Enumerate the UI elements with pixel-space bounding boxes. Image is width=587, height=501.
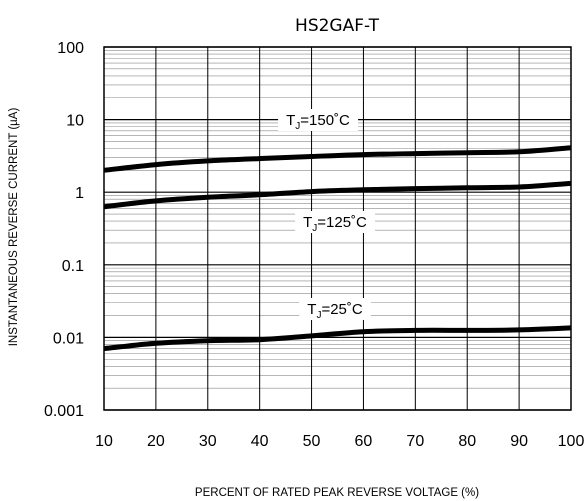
x-tick-label: 50 <box>303 433 321 450</box>
series-label-rest: =25˚C <box>321 301 362 318</box>
series-label-rest: =125˚C <box>317 214 367 231</box>
x-tick-label: 100 <box>558 433 585 450</box>
x-tick-label: 70 <box>406 433 424 450</box>
y-axis-label: INSTANTANEOUS REVERSE CURRENT (µA) <box>8 108 20 347</box>
x-tick-label: 30 <box>199 433 217 450</box>
series-label-background <box>295 211 376 233</box>
series-label-main: T <box>303 214 312 231</box>
tick-labels: 10 20 30 40 50 60 70 80 90 100 0.001 0.01 0.1 1 10 100 <box>44 40 584 450</box>
y-tick-label: 0.001 <box>44 403 84 420</box>
series-label-subscript: J <box>312 223 317 234</box>
y-tick-label: 0.1 <box>62 258 84 275</box>
series-label-text: TJ=125˚C <box>303 214 367 234</box>
series-lines <box>103 145 572 352</box>
grid <box>103 46 572 411</box>
series-label-main: T <box>286 112 295 129</box>
series-line-1 <box>103 180 572 210</box>
x-tick-label: 60 <box>355 433 373 450</box>
series-label-rest: =150˚C <box>300 112 350 129</box>
series-line-0 <box>103 145 572 173</box>
series-labels: TJ=150˚CTJ=125˚CTJ=25˚C <box>278 109 376 321</box>
x-tick-label: 20 <box>147 433 165 450</box>
series-label-2: TJ=25˚C <box>299 298 371 321</box>
y-tick-label: 1 <box>75 185 84 202</box>
series-label-subscript: J <box>316 310 321 321</box>
x-tick-label: 90 <box>510 433 528 450</box>
y-tick-label: 0.01 <box>53 330 84 347</box>
x-tick-label: 10 <box>95 433 113 450</box>
x-tick-label: 80 <box>458 433 476 450</box>
series-label-subscript: J <box>295 121 300 132</box>
series-label-0: TJ=150˚C <box>278 109 359 132</box>
series-label-background <box>278 109 359 131</box>
series-label-main: T <box>307 301 316 318</box>
y-tick-label: 10 <box>66 113 84 130</box>
series-label-text: TJ=25˚C <box>307 301 363 321</box>
series-label-text: TJ=150˚C <box>286 112 350 132</box>
series-line-2 <box>103 325 572 352</box>
x-axis-label: PERCENT OF RATED PEAK REVERSE VOLTAGE (%… <box>195 487 479 499</box>
chart-title: HS2GAF-T <box>295 16 380 36</box>
series-label-background <box>299 298 371 320</box>
plot-frame <box>103 46 572 411</box>
series-label-1: TJ=125˚C <box>295 211 376 234</box>
y-tick-label: 100 <box>57 40 84 57</box>
x-tick-label: 40 <box>251 433 269 450</box>
